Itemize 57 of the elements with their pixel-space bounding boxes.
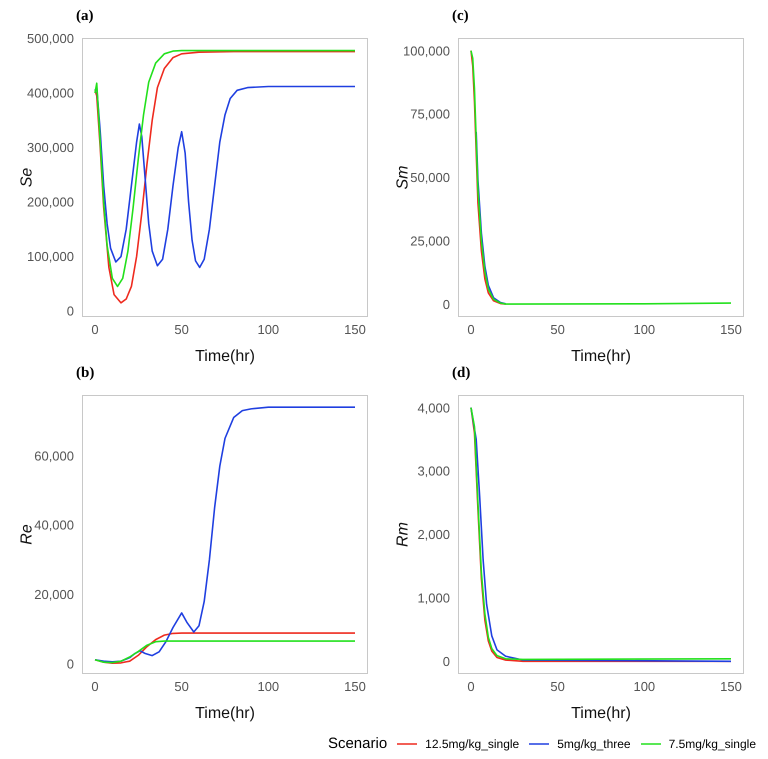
x-tick-label: 150 — [344, 679, 366, 694]
x-tick-label: 100 — [257, 322, 280, 338]
x-axis-title: Time(hr) — [195, 348, 255, 365]
line-series — [94, 640, 356, 664]
x-axis-title: Time(hr) — [571, 705, 631, 722]
y-tick-label: 0 — [66, 304, 74, 319]
legend-label: 12.5mg/kg_single — [425, 736, 520, 750]
chart-title: (a) — [76, 8, 94, 26]
y-tick-label: 75,000 — [410, 106, 450, 122]
x-tick-label: 50 — [174, 679, 189, 694]
y-axis-title: Sm — [394, 166, 412, 190]
x-tick-label: 150 — [720, 322, 742, 338]
y-tick-label: 50,000 — [410, 170, 450, 186]
x-tick-label: 100 — [633, 679, 656, 694]
chart-title: (c) — [452, 8, 470, 26]
x-tick-label: 0 — [91, 679, 99, 694]
y-tick-label: 40,000 — [34, 518, 74, 533]
y-tick-label: 25,000 — [410, 234, 450, 249]
line-series — [470, 50, 732, 305]
x-tick-label: 100 — [257, 679, 280, 694]
x-tick-label: 50 — [550, 322, 565, 338]
legend-title: Scenario — [328, 735, 388, 752]
y-tick-label: 4,000 — [417, 400, 450, 416]
y-axis-title: Se — [18, 168, 36, 188]
y-tick-label: 1,000 — [417, 590, 450, 606]
y-tick-label: 300,000 — [27, 140, 74, 156]
x-tick-label: 50 — [174, 322, 189, 338]
legend-label: 5mg/kg_three — [557, 736, 631, 750]
x-tick-label: 0 — [467, 679, 475, 694]
x-tick-label: 0 — [91, 322, 99, 338]
y-tick-label: 200,000 — [27, 194, 74, 210]
y-tick-label: 0 — [66, 656, 74, 672]
y-tick-label: 100,000 — [403, 43, 450, 58]
line-series — [94, 86, 356, 268]
y-tick-label: 400,000 — [27, 86, 74, 101]
x-tick-label: 0 — [467, 322, 475, 338]
y-tick-label: 500,000 — [27, 31, 74, 46]
y-tick-label: 0 — [442, 654, 450, 669]
y-tick-label: 60,000 — [34, 448, 74, 464]
chart-title: (d) — [452, 365, 472, 383]
line-series — [475, 131, 506, 305]
y-tick-label: 100,000 — [27, 249, 74, 264]
line-series — [94, 406, 356, 663]
y-axis-title: Rm — [394, 522, 412, 547]
x-tick-label: 150 — [720, 679, 742, 694]
x-tick-label: 50 — [550, 679, 565, 694]
x-tick-label: 150 — [344, 322, 366, 338]
y-axis-title: Re — [18, 524, 36, 545]
legend-label: 7.5mg/kg_single — [668, 736, 756, 750]
x-axis-title: Time(hr) — [195, 705, 255, 722]
chart-title: (b) — [76, 365, 96, 383]
x-tick-label: 100 — [633, 322, 656, 338]
x-axis-title: Time(hr) — [571, 348, 631, 365]
y-tick-label: 2,000 — [417, 527, 450, 542]
y-tick-label: 3,000 — [417, 464, 450, 479]
y-tick-label: 0 — [442, 296, 450, 312]
y-tick-label: 20,000 — [34, 587, 74, 602]
